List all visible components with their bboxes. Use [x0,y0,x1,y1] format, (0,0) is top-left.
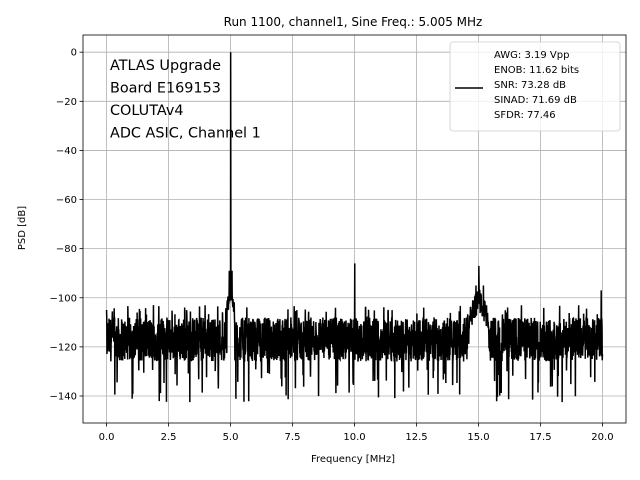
x-tick-label: 15.0 [467,432,489,443]
legend: AWG: 3.19 Vpp ENOB: 11.62 bits SNR: 73.28 … [449,41,621,132]
board-annotation: ATLAS Upgrade Board E169153 COLUTAv4 ADC A… [110,58,261,142]
legend-box [449,41,621,132]
y-axis-label: PSD [dB] [17,206,28,250]
y-tick-label: 0 [71,48,77,59]
x-tick-label: 0.0 [99,432,115,443]
x-tick-label: 17.5 [529,432,551,443]
psd-series-line [105,52,604,403]
x-tick-label: 5.0 [223,432,239,443]
y-tick-label: −80 [56,244,77,255]
y-tick-label: −120 [50,342,77,353]
x-axis-ticks: 0.0 2.5 5.0 7.5 10.0 12.5 15.0 17.5 20.0 [99,423,614,443]
x-tick-label: 12.5 [405,432,427,443]
y-tick-label: −20 [56,97,77,108]
annotation-line: ATLAS Upgrade [110,58,221,74]
x-tick-label: 20.0 [591,432,613,443]
y-tick-label: −40 [56,146,77,157]
y-tick-label: −100 [50,293,77,304]
x-axis-label: Frequency [MHz] [311,454,395,465]
legend-entries: AWG: 3.19 Vpp ENOB: 11.62 bits SNR: 73.28 … [494,50,579,121]
y-tick-label: −60 [56,195,77,206]
plot-area [105,52,604,403]
legend-entry: SFDR: 77.46 [494,110,556,121]
legend-entry: ENOB: 11.62 bits [494,65,579,76]
axes-frame [82,34,627,424]
chart-title: Run 1100, channel1, Sine Freq.: 5.005 MH… [224,15,483,29]
y-axis-ticks: 0 −20 −40 −60 −80 −100 −120 −140 [50,48,83,402]
legend-entry: SNR: 73.28 dB [494,80,566,91]
annotation-line: COLUTAv4 [110,103,184,119]
x-tick-label: 2.5 [161,432,177,443]
legend-entry: AWG: 3.19 Vpp [494,50,569,61]
annotation-line: Board E169153 [110,81,221,97]
legend-entry: SINAD: 71.69 dB [494,95,577,106]
y-tick-label: −140 [50,391,77,402]
x-tick-label: 10.0 [343,432,365,443]
x-tick-label: 7.5 [285,432,301,443]
annotation-line: ADC ASIC, Channel 1 [110,126,261,142]
